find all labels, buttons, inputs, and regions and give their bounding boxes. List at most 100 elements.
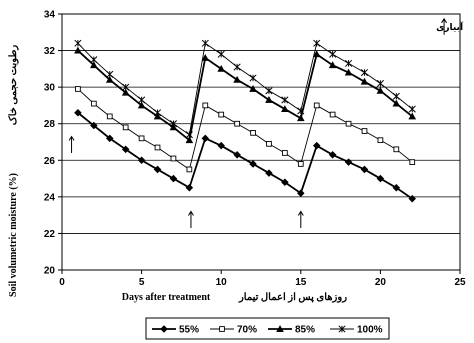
data-point xyxy=(234,120,240,127)
x-axis-label: Days after treatment xyxy=(122,292,211,303)
data-point xyxy=(281,96,289,104)
data-point xyxy=(217,64,226,72)
data-point xyxy=(265,87,273,95)
data-point xyxy=(297,189,305,197)
data-point xyxy=(360,165,369,174)
data-point xyxy=(138,135,145,142)
data-point xyxy=(233,151,241,159)
data-point xyxy=(344,158,353,166)
data-point xyxy=(121,88,130,96)
data-point xyxy=(153,112,162,120)
data-point xyxy=(106,70,114,78)
data-point xyxy=(170,155,177,162)
data-point xyxy=(377,137,384,144)
data-point xyxy=(154,144,161,151)
data-point xyxy=(344,68,353,76)
data-point xyxy=(233,63,241,71)
data-point xyxy=(281,105,289,113)
legend-item: 70% xyxy=(210,325,257,336)
legend-marker xyxy=(160,325,168,333)
legend-marker xyxy=(338,325,346,333)
data-point xyxy=(106,113,113,120)
data-point xyxy=(105,75,114,83)
irrigation-arrow xyxy=(188,210,194,228)
data-point xyxy=(138,96,146,104)
data-point xyxy=(90,56,98,64)
y-tick-label: 30 xyxy=(44,83,56,94)
data-point xyxy=(122,124,129,131)
legend: 55% 70% 85% 100% xyxy=(152,325,383,336)
data-point xyxy=(75,86,81,92)
axes xyxy=(58,13,461,274)
x-axis-label-persian: روزهای پس از اعمال تیمار xyxy=(238,292,347,303)
x-tick-label: 5 xyxy=(139,277,145,288)
data-point xyxy=(297,107,305,115)
data-point xyxy=(137,156,146,165)
data-point xyxy=(105,134,114,143)
x-tick-label: 25 xyxy=(454,277,466,288)
series-layer xyxy=(74,39,417,203)
data-point xyxy=(201,53,210,61)
data-point xyxy=(266,140,272,147)
data-point xyxy=(185,183,194,192)
data-point xyxy=(408,194,417,203)
legend-marker xyxy=(276,325,284,332)
y-axis-label: Soil volumetric moisture (%) xyxy=(8,173,19,297)
data-point xyxy=(153,165,162,174)
series-line xyxy=(77,42,413,136)
data-point xyxy=(392,99,401,107)
data-point xyxy=(169,123,178,131)
data-point xyxy=(345,120,352,127)
data-point xyxy=(392,183,401,192)
legend-box xyxy=(145,317,390,340)
data-point xyxy=(74,108,82,117)
series-100pct xyxy=(74,39,416,139)
data-point xyxy=(408,105,416,113)
data-point xyxy=(233,75,241,83)
data-point xyxy=(186,166,193,173)
y-tick-label: 26 xyxy=(44,156,56,167)
irrigation-annotation: آبیاری xyxy=(436,17,464,35)
y-tick-label: 20 xyxy=(44,266,56,277)
data-point xyxy=(360,77,369,85)
series-55pct xyxy=(74,108,417,203)
y-tick-label: 32 xyxy=(44,46,56,57)
x-tick-label: 20 xyxy=(375,277,387,288)
data-point xyxy=(202,102,209,109)
series-line xyxy=(77,88,413,171)
data-point xyxy=(376,174,385,183)
y-tick-labels: 20 22 24 26 28 30 32 34 xyxy=(44,10,56,277)
data-point xyxy=(393,146,400,153)
data-point xyxy=(329,111,336,118)
data-point xyxy=(90,121,98,130)
y-axis-label-persian: رطوبت حجمی خاک xyxy=(8,45,19,126)
irrigation-arrow xyxy=(68,135,75,153)
data-point xyxy=(185,131,193,139)
y-tick-label: 34 xyxy=(44,10,56,21)
data-point xyxy=(217,141,225,150)
data-point xyxy=(376,79,384,88)
data-point xyxy=(169,120,177,128)
y-tick-label: 28 xyxy=(44,119,56,130)
data-point xyxy=(249,74,257,82)
series-line xyxy=(77,49,413,142)
y-tick-label: 22 xyxy=(44,229,56,240)
data-point xyxy=(408,112,417,120)
data-point xyxy=(218,111,225,118)
data-point xyxy=(90,100,97,107)
annotation-label: آبیاری xyxy=(436,21,464,33)
data-point xyxy=(282,150,288,156)
legend-label: 100% xyxy=(357,325,383,336)
data-point xyxy=(201,39,209,47)
data-point xyxy=(312,50,321,58)
data-point xyxy=(328,61,337,69)
data-point xyxy=(185,136,194,144)
data-point xyxy=(376,86,385,94)
plot-area xyxy=(61,13,461,271)
y-tick-label: 24 xyxy=(44,192,56,203)
data-point xyxy=(281,178,289,186)
data-point xyxy=(312,141,321,150)
data-point xyxy=(201,134,210,143)
series-line xyxy=(77,112,413,200)
